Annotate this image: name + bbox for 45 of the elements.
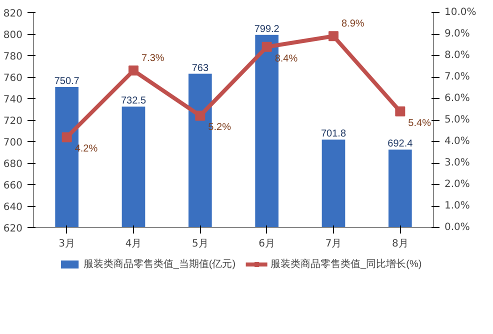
x-tick-label: 3月 [58,238,76,250]
y-tick-label: 660 [3,180,23,192]
y-tick-label: 800 [3,30,23,41]
y2-tick-label: 10.0% [444,7,476,18]
legend-label: 服装类商品零售类值_同比增长(%) [270,258,422,271]
data-label: 701.8 [320,128,346,140]
y2-tick-label: 6.0% [444,93,470,104]
y-tick-label: 760 [3,73,23,84]
data-label: 692.4 [388,138,414,150]
y-tick-label: 700 [3,138,23,148]
point [195,110,206,121]
x-tick-label: 7月 [325,238,342,250]
point [395,106,406,116]
y2-tick-label: 3.0% [444,158,470,168]
y2-tick-label: 1.0% [444,200,470,212]
y-tick-label: 820 [3,8,23,20]
y2-tick-label: 7.0% [444,72,470,82]
x-tick-label: 6月 [258,238,276,250]
data-label: 5.4% [408,118,432,129]
y2-tick-label: 0.0% [444,222,470,233]
y2-tick-label: 4.0% [444,136,470,147]
data-label: 750.7 [54,76,80,87]
y2-tick-label: 2.0% [444,179,470,190]
y-tick-label: 740 [3,94,23,106]
data-label: 7.3% [142,53,164,64]
y2-tick-label: 5.0% [444,114,470,126]
y2-tick-label: 9.0% [444,28,470,40]
point [262,42,272,52]
y-tick-label: 620 [3,224,23,234]
data-label: 763 [192,62,209,74]
y-tick-label: 680 [3,159,23,170]
point [62,132,72,142]
y-tick-label: 780 [3,52,23,62]
legend-label: 服装类商品零售类值_当期值(亿元) [83,258,236,271]
y2-tick-label: 8.0% [444,50,470,61]
data-label: 732.5 [120,96,146,107]
x-tick-label: 5月 [192,238,208,250]
point [328,31,338,42]
data-label: 799.2 [254,24,280,35]
y-tick-label: 720 [3,116,23,127]
point [128,66,138,76]
y-tick-label: 640 [3,202,23,213]
data-label: 8.9% [342,18,364,30]
x-tick-label: 8月 [392,238,408,250]
x-tick-label: 4月 [125,238,142,250]
